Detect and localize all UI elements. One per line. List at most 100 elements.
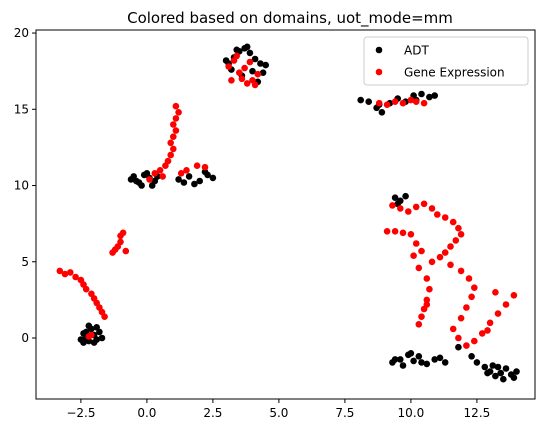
data-point: [209, 174, 217, 182]
x-tick-label: −2.5: [66, 406, 95, 420]
data-point: [489, 362, 497, 369]
data-point: [101, 313, 108, 321]
data-point: [243, 80, 251, 87]
data-point: [410, 357, 417, 365]
x-tick-label: 7.5: [335, 406, 354, 420]
data-point: [412, 240, 420, 247]
data-point: [357, 96, 365, 104]
legend-label: ADT: [404, 44, 429, 58]
data-point: [405, 208, 412, 215]
data-point: [426, 285, 433, 293]
data-point: [191, 180, 198, 188]
chart-title: Colored based on domains, uot_mode=mm: [127, 9, 453, 28]
data-point: [465, 275, 473, 282]
data-point: [233, 46, 240, 54]
data-point: [463, 342, 470, 349]
data-point: [397, 356, 404, 363]
data-point: [455, 224, 462, 232]
data-point: [251, 81, 259, 89]
data-point: [391, 356, 399, 363]
data-point: [201, 168, 209, 176]
data-point: [172, 115, 180, 122]
data-point: [423, 360, 431, 368]
data-point: [447, 243, 454, 250]
data-point: [133, 177, 140, 185]
points-layer: [56, 43, 520, 383]
data-point: [378, 109, 386, 116]
y-tick-label: 20: [14, 26, 29, 40]
data-point: [90, 339, 98, 346]
data-point: [407, 231, 415, 238]
data-point: [449, 218, 457, 226]
data-point: [257, 60, 264, 67]
series-gene-expression: [56, 52, 518, 349]
data-point: [127, 176, 135, 183]
x-tick-label: 0.0: [137, 406, 156, 420]
data-point: [72, 273, 79, 281]
data-point: [510, 292, 518, 299]
data-point: [399, 99, 407, 107]
data-point: [222, 57, 230, 64]
data-point: [436, 253, 444, 261]
legend-marker: [375, 46, 383, 54]
x-tick-label: 10.0: [398, 406, 425, 420]
data-point: [177, 170, 185, 177]
x-tick-label: 5.0: [269, 406, 288, 420]
data-point: [434, 211, 441, 218]
data-point: [426, 93, 433, 101]
data-point: [241, 64, 248, 72]
data-point: [468, 293, 475, 301]
data-point: [415, 264, 423, 272]
data-point: [436, 354, 444, 362]
series-adt: [77, 43, 520, 383]
data-point: [389, 202, 396, 209]
data-point: [88, 331, 95, 339]
data-point: [391, 98, 399, 105]
data-point: [170, 145, 177, 153]
data-point: [246, 49, 254, 57]
data-point: [148, 182, 156, 189]
data-point: [119, 229, 127, 237]
data-point: [478, 330, 486, 337]
data-point: [391, 194, 399, 201]
data-point: [457, 267, 465, 275]
x-axis: −2.5 0.0 2.5 5.0 7.5 10.0 12.5: [66, 399, 490, 420]
data-point: [170, 133, 177, 140]
data-point: [56, 267, 64, 275]
data-point: [251, 55, 259, 63]
data-point: [412, 98, 420, 105]
data-point: [143, 170, 151, 177]
data-point: [262, 61, 270, 69]
data-point: [383, 101, 391, 108]
data-point: [151, 170, 159, 177]
data-point: [259, 69, 267, 76]
y-tick-label: 0: [21, 331, 29, 345]
data-point: [233, 52, 240, 60]
data-point: [175, 109, 182, 116]
data-point: [418, 359, 425, 366]
y-tick-label: 10: [14, 179, 29, 193]
data-point: [410, 252, 417, 259]
data-point: [447, 261, 454, 269]
data-point: [418, 247, 425, 255]
data-point: [418, 313, 425, 321]
data-point: [494, 310, 502, 317]
data-point: [172, 102, 180, 110]
data-point: [457, 231, 465, 238]
data-point: [420, 99, 428, 107]
y-tick-label: 15: [14, 102, 29, 116]
data-point: [473, 359, 481, 366]
data-point: [452, 237, 460, 244]
data-point: [193, 162, 201, 169]
data-point: [61, 270, 69, 278]
data-point: [80, 339, 87, 346]
data-point: [167, 151, 174, 159]
legend-marker: [375, 68, 383, 76]
data-point: [494, 363, 502, 371]
data-point: [170, 121, 177, 128]
data-point: [415, 353, 423, 360]
data-point: [249, 67, 256, 75]
data-point: [455, 343, 462, 351]
